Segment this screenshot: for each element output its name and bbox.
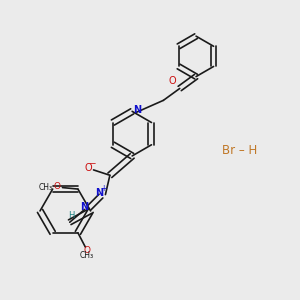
Text: O: O [83,245,90,254]
Text: CH₃: CH₃ [39,183,53,192]
Text: CH₃: CH₃ [80,251,94,260]
Text: Br – H: Br – H [221,143,257,157]
Text: N: N [95,188,103,198]
Text: N: N [133,106,141,116]
Text: −: − [88,158,96,167]
Text: +: + [100,184,107,193]
Text: O: O [84,163,92,172]
Text: O: O [169,76,176,86]
Text: O: O [54,182,61,191]
Text: H: H [68,211,74,220]
Text: N: N [80,202,88,212]
